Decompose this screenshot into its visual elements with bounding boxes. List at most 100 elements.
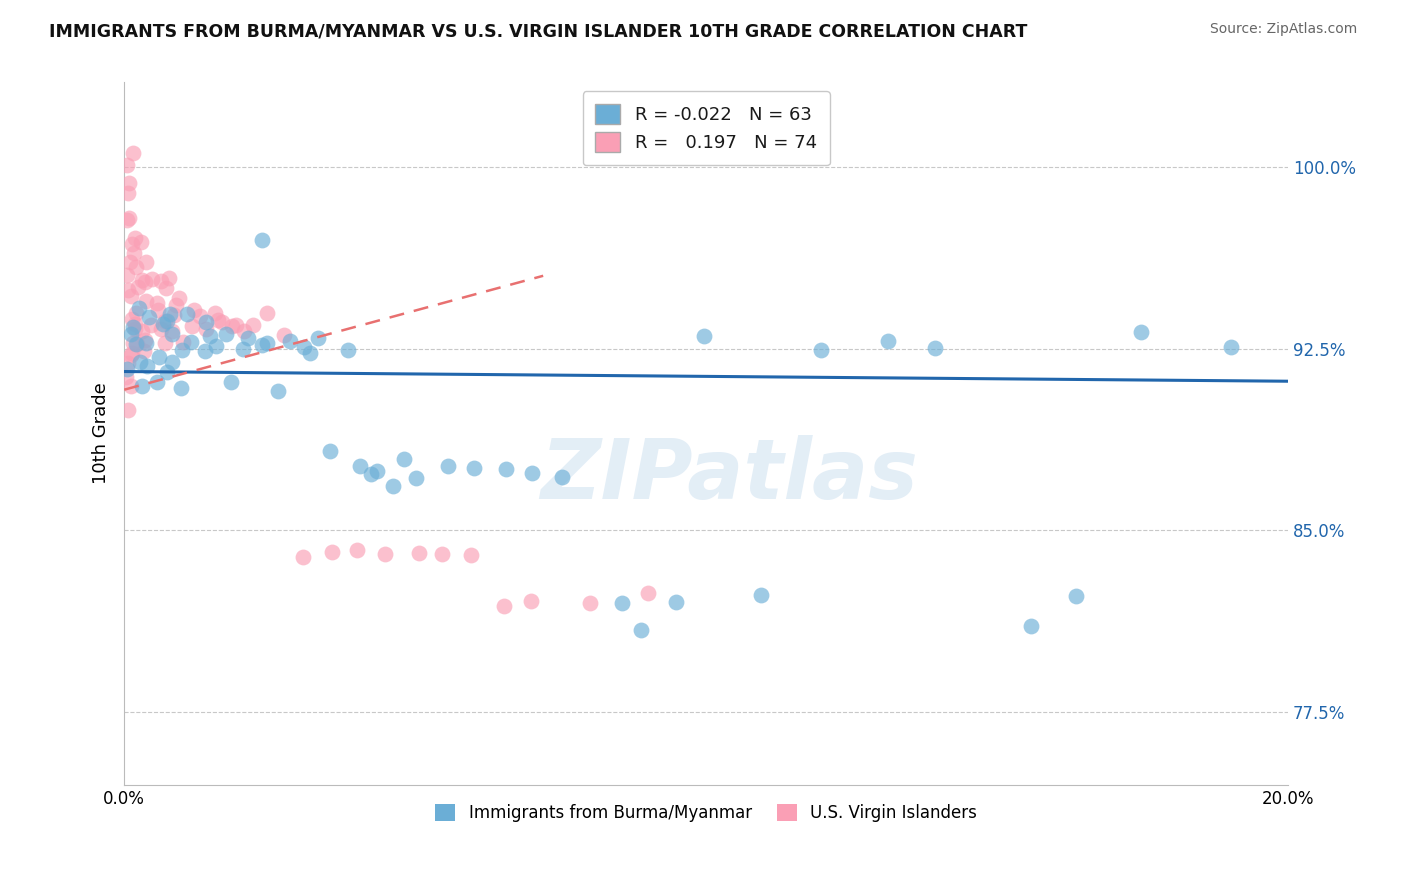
- Point: [233, 324, 256, 338]
- Point: [117, 176, 139, 190]
- Point: [121, 236, 143, 251]
- Point: [153, 336, 176, 351]
- Point: [194, 315, 217, 329]
- Point: [492, 599, 515, 614]
- Point: [156, 365, 179, 379]
- Point: [188, 309, 211, 323]
- Point: [134, 333, 156, 347]
- Y-axis label: 10th Grade: 10th Grade: [93, 383, 110, 484]
- Point: [463, 460, 485, 475]
- Point: [810, 343, 832, 357]
- Point: [520, 466, 543, 480]
- Point: [146, 295, 169, 310]
- Point: [924, 341, 946, 355]
- Point: [1019, 619, 1042, 633]
- Point: [146, 376, 169, 390]
- Point: [134, 275, 156, 289]
- Point: [115, 370, 138, 384]
- Point: [637, 586, 659, 600]
- Point: [437, 458, 460, 473]
- Point: [176, 307, 198, 321]
- Point: [159, 307, 181, 321]
- Point: [131, 324, 153, 338]
- Point: [1219, 340, 1241, 354]
- Point: [204, 306, 226, 320]
- Point: [124, 245, 146, 260]
- Point: [172, 343, 194, 358]
- Point: [117, 158, 139, 172]
- Point: [238, 331, 260, 345]
- Point: [242, 318, 264, 333]
- Point: [292, 340, 315, 354]
- Point: [169, 291, 191, 305]
- Point: [160, 324, 183, 338]
- Point: [125, 336, 148, 351]
- Point: [115, 213, 138, 227]
- Point: [1066, 590, 1088, 604]
- Point: [221, 319, 243, 334]
- Point: [180, 335, 202, 350]
- Point: [150, 274, 173, 288]
- Point: [135, 294, 157, 309]
- Point: [115, 362, 138, 376]
- Legend: Immigrants from Burma/Myanmar, U.S. Virgin Islanders: Immigrants from Burma/Myanmar, U.S. Virg…: [429, 797, 984, 830]
- Point: [610, 596, 633, 610]
- Point: [120, 326, 142, 341]
- Point: [115, 268, 138, 283]
- Point: [152, 317, 174, 331]
- Point: [495, 461, 517, 475]
- Point: [121, 311, 143, 326]
- Point: [172, 334, 194, 349]
- Point: [392, 452, 415, 467]
- Point: [117, 402, 139, 417]
- Point: [128, 301, 150, 316]
- Point: [118, 211, 141, 225]
- Point: [214, 327, 236, 342]
- Point: [307, 331, 329, 345]
- Point: [124, 260, 146, 275]
- Point: [319, 444, 342, 458]
- Point: [551, 469, 574, 483]
- Point: [278, 334, 301, 349]
- Point: [321, 545, 343, 559]
- Point: [129, 235, 152, 250]
- Point: [117, 283, 139, 297]
- Point: [180, 319, 202, 334]
- Point: [360, 467, 382, 482]
- Point: [408, 546, 430, 560]
- Point: [337, 343, 360, 358]
- Point: [138, 310, 160, 324]
- Point: [162, 355, 184, 369]
- Point: [460, 548, 482, 562]
- Point: [124, 322, 146, 336]
- Point: [630, 623, 652, 637]
- Point: [135, 335, 157, 350]
- Point: [120, 348, 142, 362]
- Point: [231, 342, 253, 356]
- Point: [250, 233, 273, 247]
- Point: [122, 335, 145, 350]
- Point: [157, 270, 180, 285]
- Point: [578, 597, 600, 611]
- Point: [749, 588, 772, 602]
- Point: [198, 329, 221, 343]
- Point: [219, 375, 242, 389]
- Point: [519, 594, 541, 608]
- Point: [120, 288, 142, 302]
- Point: [125, 305, 148, 319]
- Point: [349, 459, 371, 474]
- Point: [194, 343, 217, 358]
- Point: [165, 298, 187, 312]
- Point: [118, 255, 141, 269]
- Point: [256, 306, 278, 320]
- Point: [366, 464, 388, 478]
- Point: [117, 356, 139, 370]
- Point: [346, 542, 368, 557]
- Point: [298, 346, 321, 360]
- Point: [117, 186, 139, 200]
- Point: [148, 351, 170, 365]
- Point: [430, 547, 453, 561]
- Point: [121, 346, 143, 360]
- Point: [170, 381, 193, 395]
- Point: [693, 329, 716, 343]
